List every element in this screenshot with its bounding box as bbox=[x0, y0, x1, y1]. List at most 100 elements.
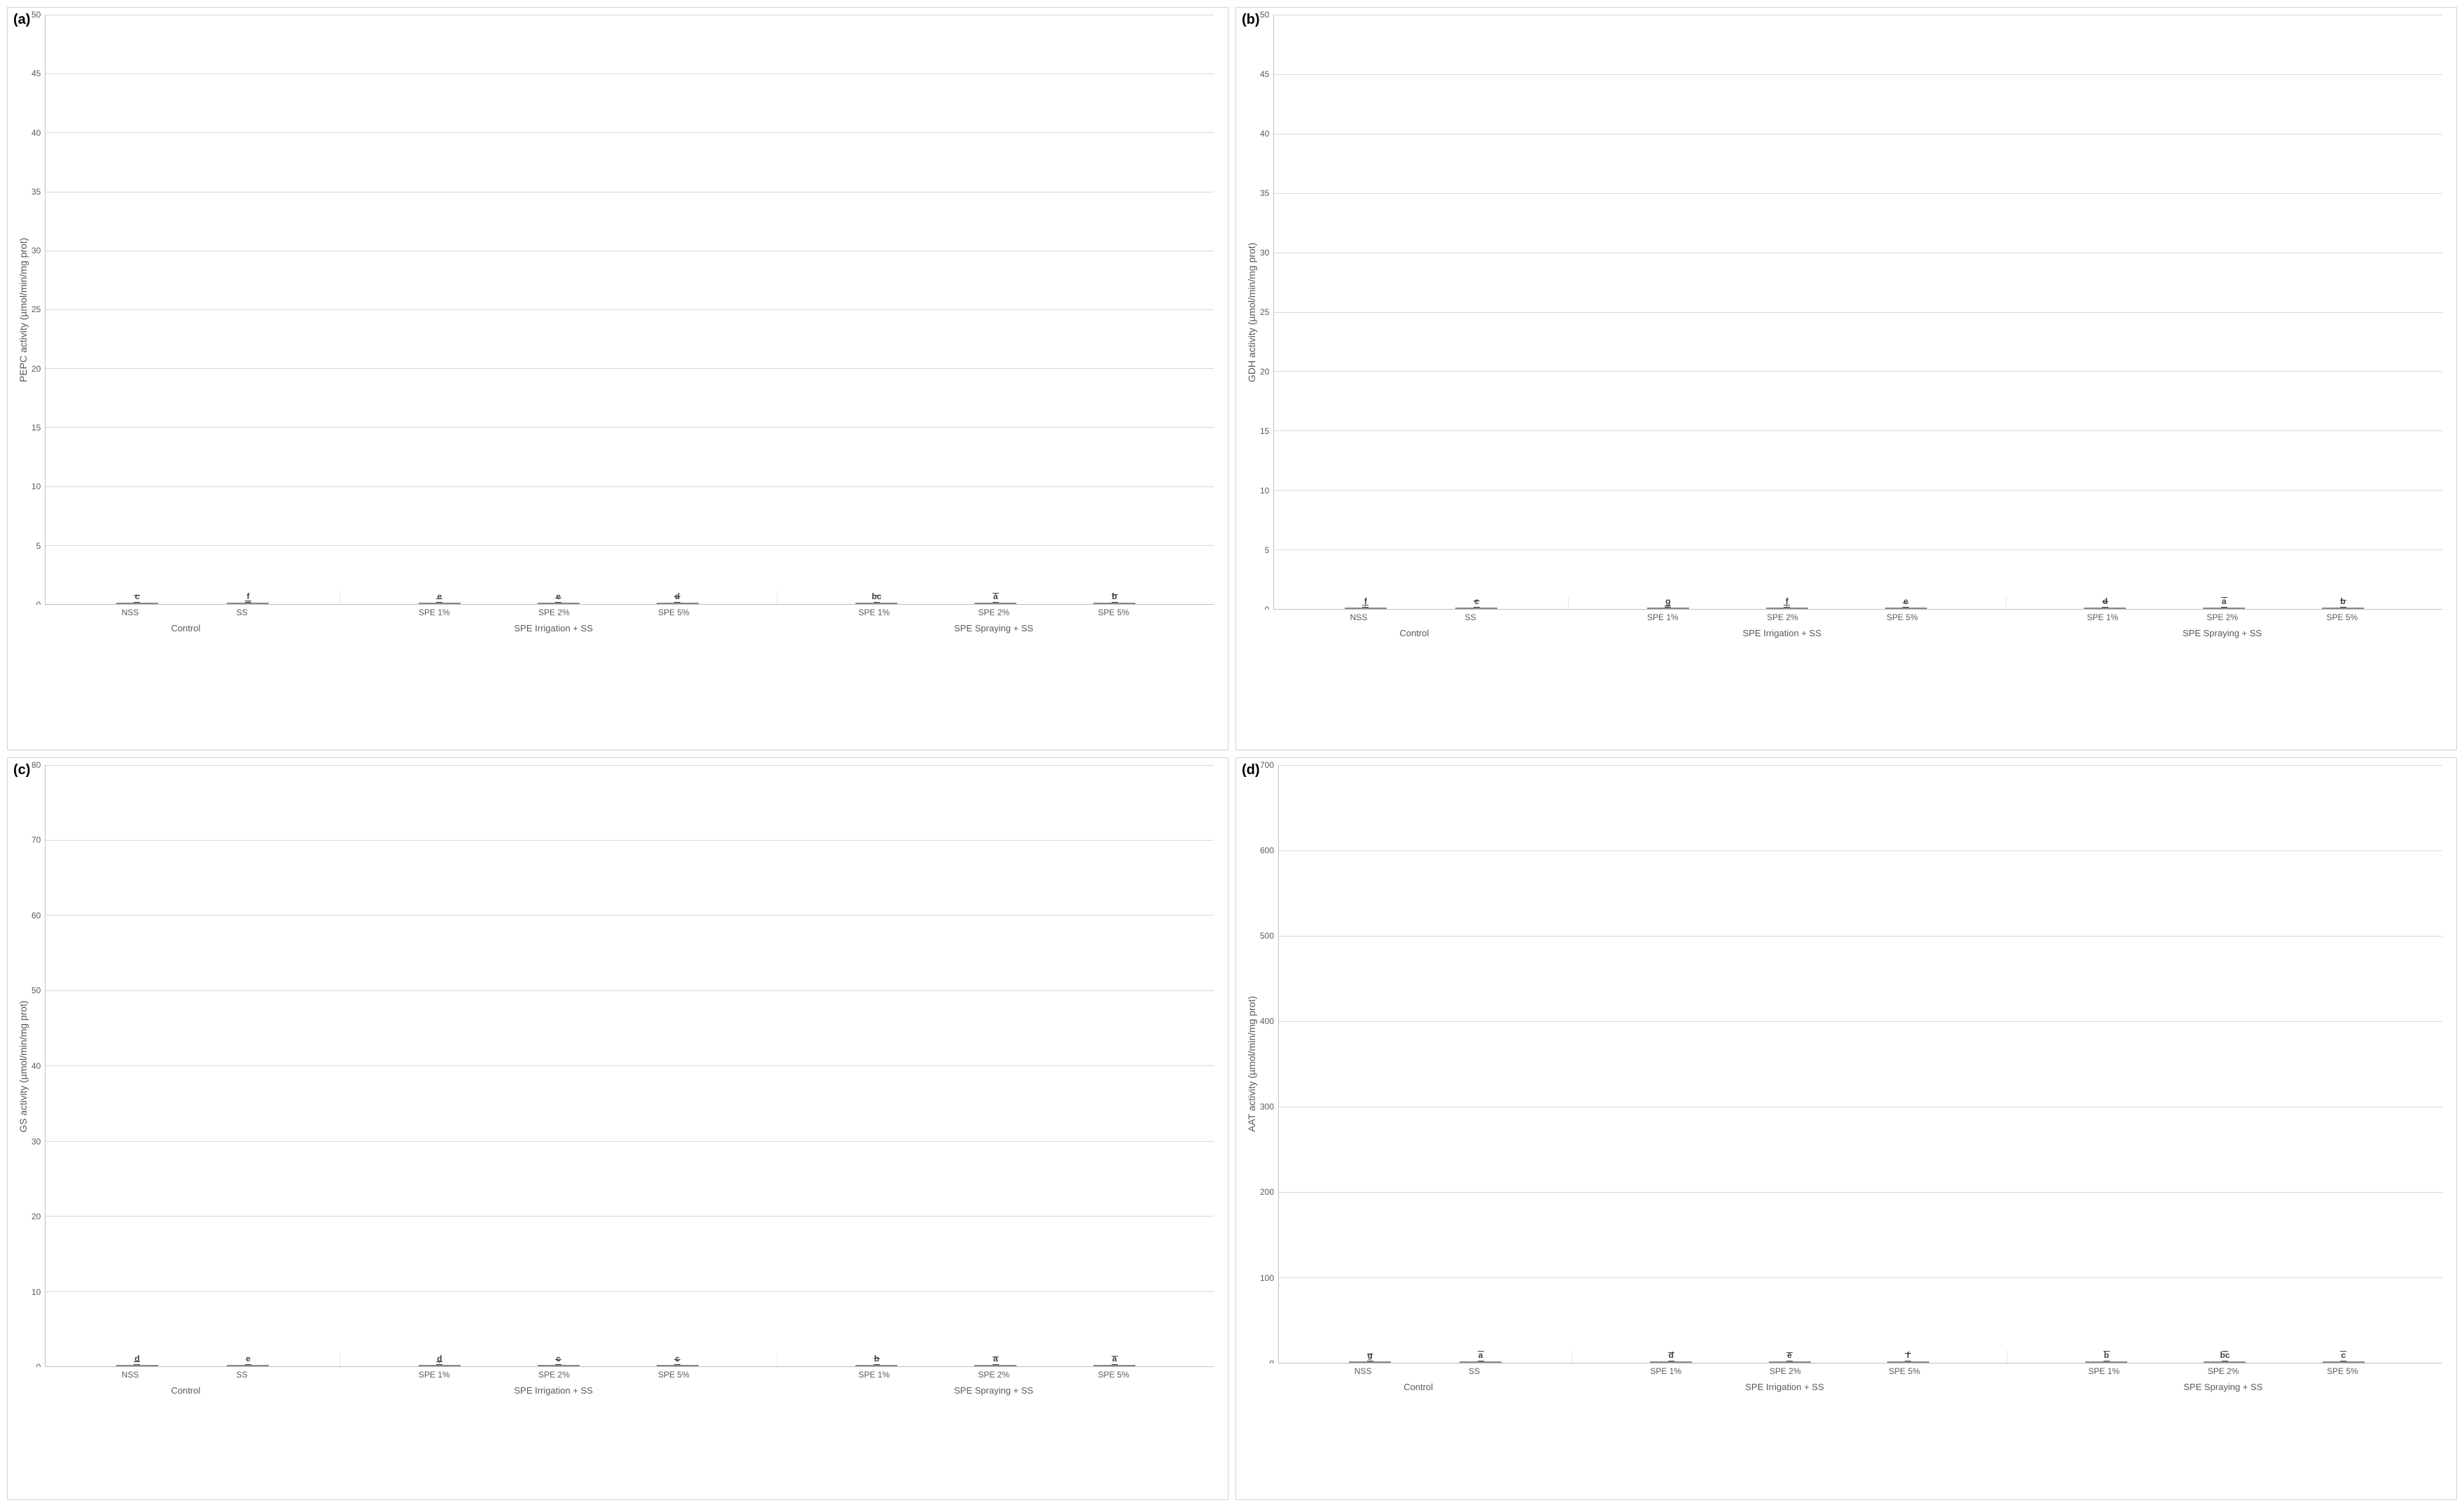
panel-label: (b) bbox=[1242, 12, 1260, 28]
x-bar-label: SPE 1% bbox=[853, 1370, 895, 1380]
bar: d bbox=[1650, 1350, 1692, 1363]
bar-group: ga bbox=[1279, 1350, 1572, 1363]
bar-rect bbox=[1650, 1361, 1692, 1363]
panel-label: (c) bbox=[13, 762, 30, 778]
bar-rect bbox=[1887, 1361, 1929, 1363]
x-group-name: Control bbox=[38, 622, 333, 635]
chart-body: AAT activity (µmol/min/mg prot)010020030… bbox=[1236, 758, 2456, 1364]
bar: c bbox=[538, 1354, 580, 1366]
bar-rect bbox=[2323, 1361, 2365, 1363]
significance-letter: e bbox=[1787, 1350, 1792, 1360]
bar: d bbox=[657, 591, 699, 604]
x-bar-labels: NSSSSSPE 1%SPE 2%SPE 5%SPE 1%SPE 2%SPE 5… bbox=[1271, 1366, 2442, 1376]
significance-letter: e bbox=[1903, 596, 1908, 606]
x-group-name: SPE Spraying + SS bbox=[2002, 626, 2442, 640]
x-group-name: SPE Irrigation + SS bbox=[1562, 626, 2002, 640]
bar: f bbox=[1887, 1350, 1929, 1363]
x-bar-label: SPE 5% bbox=[1093, 1370, 1135, 1380]
bar: a bbox=[974, 591, 1016, 604]
x-group-names: ControlSPE Irrigation + SSSPE Spraying +… bbox=[38, 622, 1214, 640]
bar: a bbox=[1460, 1350, 1502, 1363]
bar-rect bbox=[419, 1365, 461, 1366]
bar-groups: gadefbbcc bbox=[1279, 765, 2442, 1363]
bar-group: dab bbox=[2005, 596, 2442, 609]
y-ticks: 01020304050607080 bbox=[31, 765, 45, 1368]
bar: c bbox=[2323, 1350, 2365, 1363]
bar: f bbox=[1766, 596, 1808, 609]
x-group-names: ControlSPE Irrigation + SSSPE Spraying +… bbox=[38, 1384, 1214, 1403]
x-axis: GS activity (µmol/min/mg prot)80NSSSSSPE… bbox=[8, 1367, 1228, 1499]
bar: c bbox=[657, 1354, 699, 1366]
plot-and-x: fcgfedab bbox=[1273, 15, 2442, 610]
panel-label: (a) bbox=[13, 12, 30, 28]
plot-area: fcgfedab bbox=[1273, 15, 2442, 610]
bar-rect bbox=[419, 603, 461, 604]
y-axis-label: PEPC activity (µmol/min/mg prot) bbox=[15, 15, 31, 605]
bar-group: b bc c bbox=[2007, 1350, 2442, 1363]
panel-d: (d)AAT activity (µmol/min/mg prot)010020… bbox=[1236, 757, 2457, 1501]
bar: bc bbox=[855, 591, 897, 604]
bar: g bbox=[1647, 596, 1689, 609]
y-axis-label: GDH activity (µmol/min/mg prot) bbox=[1243, 15, 1260, 610]
bar-group: de bbox=[46, 1354, 340, 1366]
bar: b bbox=[2322, 596, 2364, 609]
bar-group: gfe bbox=[1568, 596, 2005, 609]
bar-rect bbox=[974, 1365, 1016, 1366]
bar: bc bbox=[2204, 1350, 2246, 1363]
x-axis: AAT activity (µmol/min/mg prot)700NSSSSS… bbox=[1236, 1364, 2456, 1499]
bar-rect bbox=[1345, 608, 1387, 609]
significance-letter: bc bbox=[2220, 1350, 2230, 1360]
x-bar-label: SPE 2% bbox=[1761, 612, 1803, 622]
x-bar-label: NSS bbox=[109, 1370, 151, 1380]
error-bar-lower bbox=[1114, 1356, 1115, 1357]
bar-rect bbox=[116, 1365, 158, 1366]
bar-rect bbox=[657, 1365, 699, 1366]
bar-rect bbox=[1647, 608, 1689, 609]
bar-group: d e f bbox=[1572, 1350, 2007, 1363]
significance-letter: g bbox=[1367, 1350, 1372, 1360]
error-bar-lower bbox=[876, 595, 877, 596]
bar-groups: cfeedbcab bbox=[46, 15, 1214, 604]
bar-rect bbox=[1885, 608, 1927, 609]
bar-rect bbox=[1349, 1361, 1391, 1363]
plot-area: dedccbaa bbox=[45, 765, 1214, 1368]
bar: d bbox=[2084, 596, 2126, 609]
significance-letter: f bbox=[1907, 1350, 1910, 1360]
x-bar-label: SS bbox=[221, 608, 263, 617]
bar: e bbox=[419, 591, 461, 604]
significance-letter: b bbox=[874, 1354, 879, 1364]
bar-rect bbox=[855, 603, 897, 604]
bar: e bbox=[1885, 596, 1927, 609]
x-axis: PEPC activity (µmol/min/mg prot)50NSSSSS… bbox=[8, 605, 1228, 749]
significance-letter: b bbox=[1112, 591, 1116, 601]
bar-rect bbox=[657, 603, 699, 604]
bar-rect bbox=[2322, 608, 2364, 609]
significance-letter: b bbox=[2104, 1350, 2109, 1360]
chart-body: GDH activity (µmol/min/mg prot)051015202… bbox=[1236, 8, 2456, 610]
bar-rect bbox=[855, 1365, 897, 1366]
chart-body: PEPC activity (µmol/min/mg prot)05101520… bbox=[8, 8, 1228, 605]
plot-area: cfeedbcab bbox=[45, 15, 1214, 605]
bar: b bbox=[1093, 591, 1135, 604]
x-bar-labels: NSSSSSPE 1%SPE 2%SPE 5%SPE 1%SPE 2%SPE 5… bbox=[38, 1370, 1214, 1380]
significance-letter: c bbox=[135, 591, 140, 601]
significance-letter: a bbox=[993, 1354, 998, 1364]
panel-a: (a)PEPC activity (µmol/min/mg prot)05101… bbox=[7, 7, 1228, 750]
bar-group: eed bbox=[340, 591, 776, 604]
bar: d bbox=[419, 1354, 461, 1366]
bar: c bbox=[1455, 596, 1497, 609]
bar-group: bc a b bbox=[777, 591, 1214, 604]
x-bar-label: SPE 2% bbox=[2202, 612, 2244, 622]
bar-rect bbox=[2085, 1361, 2127, 1363]
bar: e bbox=[1769, 1350, 1811, 1363]
x-bar-label: SPE 2% bbox=[973, 608, 1015, 617]
plot-and-x: dedccbaa bbox=[45, 765, 1214, 1368]
x-bar-labels: NSSSSSPE 1%SPE 2%SPE 5%SPE 1%SPE 2%SPE 5… bbox=[38, 608, 1214, 617]
bar-rect bbox=[1093, 1365, 1135, 1366]
x-group-name: SPE Spraying + SS bbox=[774, 1384, 1214, 1397]
x-bar-label: SPE 5% bbox=[2322, 1366, 2364, 1376]
x-bar-labels: NSSSSSPE 1%SPE 2%SPE 5%SPE 1%SPE 2%SPE 5… bbox=[1266, 612, 2442, 622]
bar-group: dcc bbox=[340, 1354, 776, 1366]
bar-rect bbox=[2204, 1361, 2246, 1363]
error-bar-lower bbox=[876, 1358, 877, 1359]
